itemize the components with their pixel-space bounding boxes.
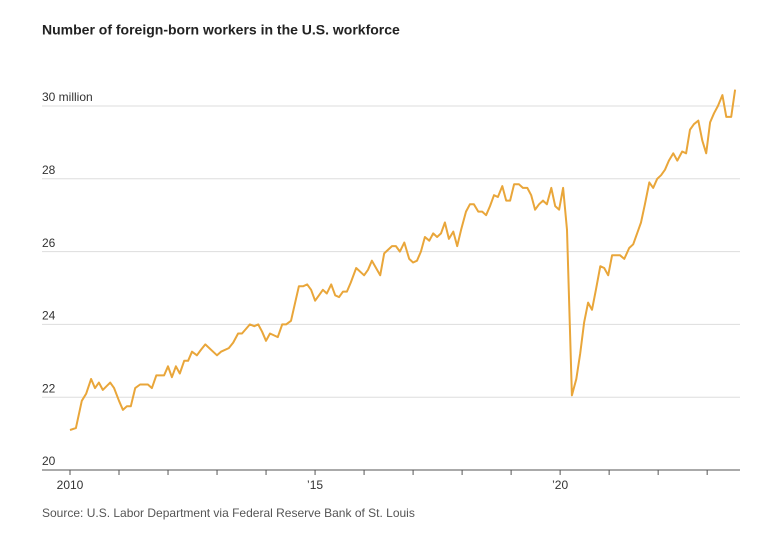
y-tick-label: 22 bbox=[42, 381, 56, 395]
y-tick-label: 30 million bbox=[42, 90, 93, 104]
x-tick-label: 2010 bbox=[57, 478, 84, 492]
chart-title: Number of foreign-born workers in the U.… bbox=[42, 22, 400, 38]
y-tick-label: 20 bbox=[42, 454, 56, 468]
source-note: Source: U.S. Labor Department via Federa… bbox=[42, 506, 415, 520]
y-tick-label: 28 bbox=[42, 163, 56, 177]
y-tick-label: 24 bbox=[42, 309, 56, 323]
data-line bbox=[69, 89, 737, 431]
x-tick-label: ’20 bbox=[552, 478, 568, 492]
y-tick-label: 26 bbox=[42, 236, 56, 250]
x-tick-label: ’15 bbox=[307, 478, 323, 492]
